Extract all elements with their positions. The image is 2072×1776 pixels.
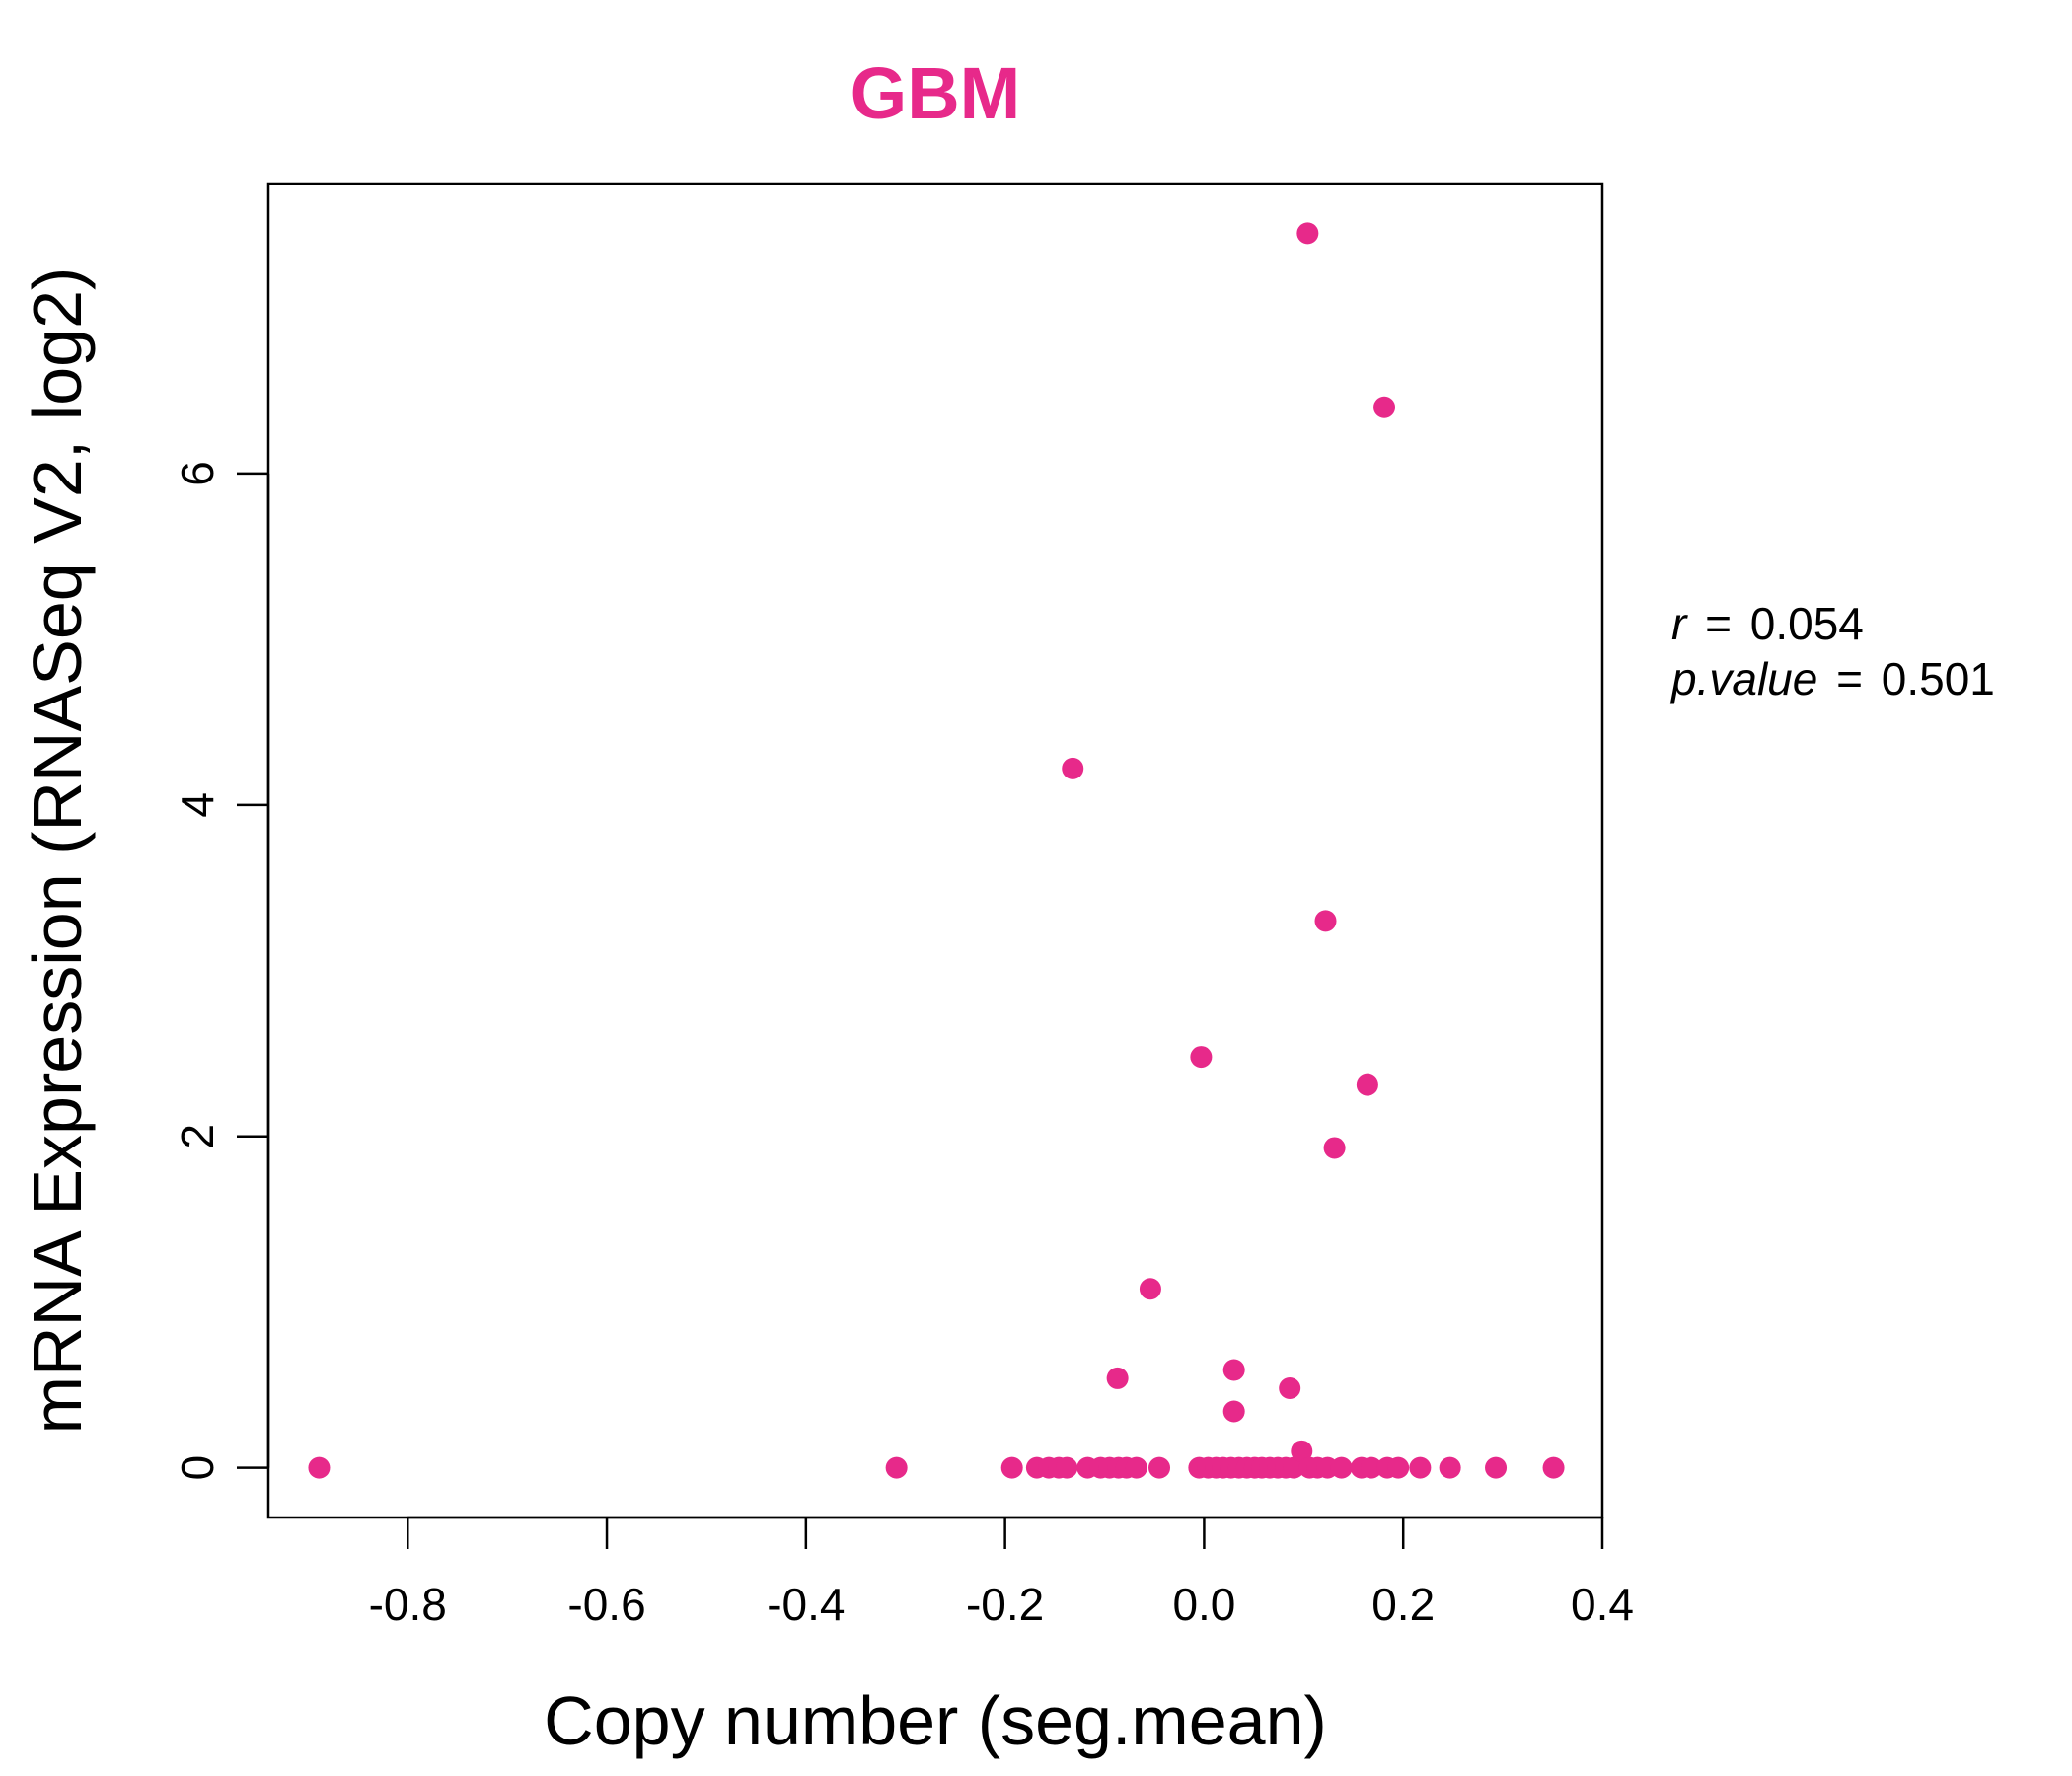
pvalue-annotation: p.value = 0.501 — [1669, 653, 1995, 704]
correlation-annotation: r = 0.054 — [1671, 598, 1864, 649]
data-point — [1356, 1073, 1378, 1096]
x-tick-label: -0.4 — [767, 1579, 845, 1630]
data-point — [1148, 1456, 1171, 1479]
data-point — [1314, 910, 1337, 932]
p-label: p.value — [1669, 653, 1817, 704]
plot-frame — [266, 182, 1604, 1519]
data-point — [1409, 1456, 1432, 1479]
x-tick-label: -0.2 — [966, 1579, 1044, 1630]
data-point — [1125, 1456, 1147, 1479]
data-point — [1222, 1400, 1245, 1423]
data-point — [1190, 1046, 1213, 1069]
data-point — [1360, 1456, 1382, 1479]
data-point — [1387, 1456, 1410, 1479]
data-point — [1279, 1376, 1301, 1399]
x-axis: -0.8 -0.6 -0.4 -0.2 0.0 0.2 0.4 — [369, 1516, 1634, 1630]
x-tick-label: -0.8 — [369, 1579, 447, 1630]
r-value: 0.054 — [1750, 598, 1864, 649]
r-equals: = — [1705, 598, 1732, 649]
data-points — [308, 222, 1565, 1479]
y-tick-label: 2 — [172, 1124, 223, 1149]
y-axis-label: mRNA Expression (RNASeq V2, log2) — [19, 267, 96, 1435]
y-axis: 0 2 4 6 — [172, 461, 270, 1481]
data-point — [1222, 1359, 1245, 1381]
x-axis-label: Copy number (seg.mean) — [544, 1682, 1327, 1759]
y-tick-label: 6 — [172, 461, 223, 486]
data-point — [1439, 1456, 1461, 1479]
x-tick-label: 0.2 — [1371, 1579, 1435, 1630]
data-point — [308, 1456, 331, 1479]
y-tick-label: 4 — [172, 792, 223, 818]
data-point — [1056, 1456, 1078, 1479]
data-point — [1330, 1456, 1353, 1479]
data-point — [1062, 757, 1084, 779]
data-point — [1296, 222, 1319, 245]
x-tick-label: -0.6 — [567, 1579, 645, 1630]
chart-title: GBM — [851, 52, 1021, 134]
data-point — [1323, 1137, 1346, 1159]
data-point — [1000, 1456, 1023, 1479]
data-point — [1106, 1367, 1129, 1389]
p-value: 0.501 — [1882, 653, 1995, 704]
data-point — [1485, 1456, 1508, 1479]
data-point — [1542, 1456, 1565, 1479]
data-point — [1373, 396, 1396, 418]
data-point — [1291, 1440, 1313, 1462]
p-equals: = — [1836, 653, 1863, 704]
data-point — [1283, 1456, 1305, 1479]
r-label: r — [1671, 598, 1688, 649]
x-tick-label: 0.4 — [1571, 1579, 1634, 1630]
data-point — [1139, 1278, 1161, 1300]
y-tick-label: 0 — [172, 1455, 223, 1481]
data-point — [885, 1456, 908, 1479]
x-tick-label: 0.0 — [1172, 1579, 1235, 1630]
